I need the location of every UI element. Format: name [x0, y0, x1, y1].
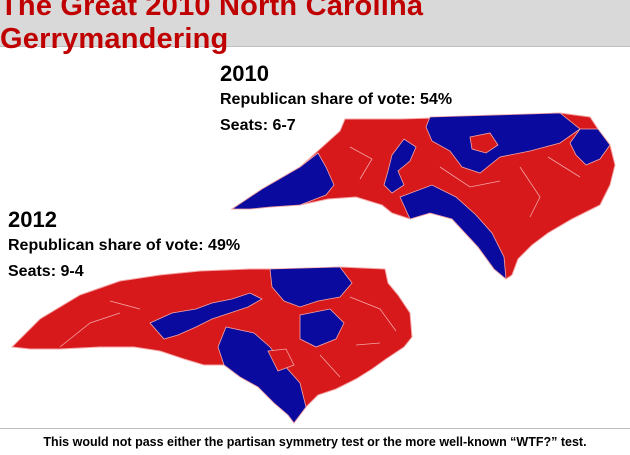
page-title: The Great 2010 North Carolina Gerrymande…: [0, 0, 424, 55]
vote-share-2012: Republican share of vote: 49%: [8, 237, 241, 254]
seats-2012: Seats: 9-4: [8, 263, 84, 280]
map-2010-district-central: [383, 138, 417, 194]
map-2010: [230, 112, 616, 280]
title-bar: The Great 2010 North Carolina Gerrymande…: [0, 0, 630, 55]
map-area: 2010 Republican share of vote: 54% Seats…: [0, 47, 630, 427]
vote-share-2010: Republican share of vote: 54%: [220, 91, 453, 108]
footer-caption: This would not pass either the partisan …: [0, 428, 630, 455]
map-2012-district-red-pocket: [267, 348, 295, 372]
map-2012-district-north: [269, 266, 353, 308]
map-2010-district-west: [230, 152, 335, 210]
map-2010-district-southeast: [399, 184, 507, 280]
map-2012-district-corridor: [149, 292, 263, 340]
map-2012-district-east: [299, 308, 345, 348]
map-2010-district-red-pocket: [469, 132, 499, 154]
year-2010: 2010: [220, 61, 269, 86]
map-2012-borders: [59, 296, 397, 378]
map-2012-state: [10, 266, 413, 424]
maps-svg: [10, 112, 616, 424]
seats-2010: Seats: 6-7: [220, 117, 296, 134]
map-2012: [10, 266, 413, 424]
map-2010-borders: [349, 146, 581, 218]
label-2012: 2012 Republican share of vote: 49% Seats…: [8, 207, 240, 285]
map-2010-district-east: [569, 128, 611, 166]
map-2010-district-north: [425, 112, 581, 174]
year-2012: 2012: [8, 207, 57, 232]
label-2010: 2010 Republican share of vote: 54% Seats…: [220, 61, 452, 139]
map-2012-district-south: [217, 326, 307, 424]
